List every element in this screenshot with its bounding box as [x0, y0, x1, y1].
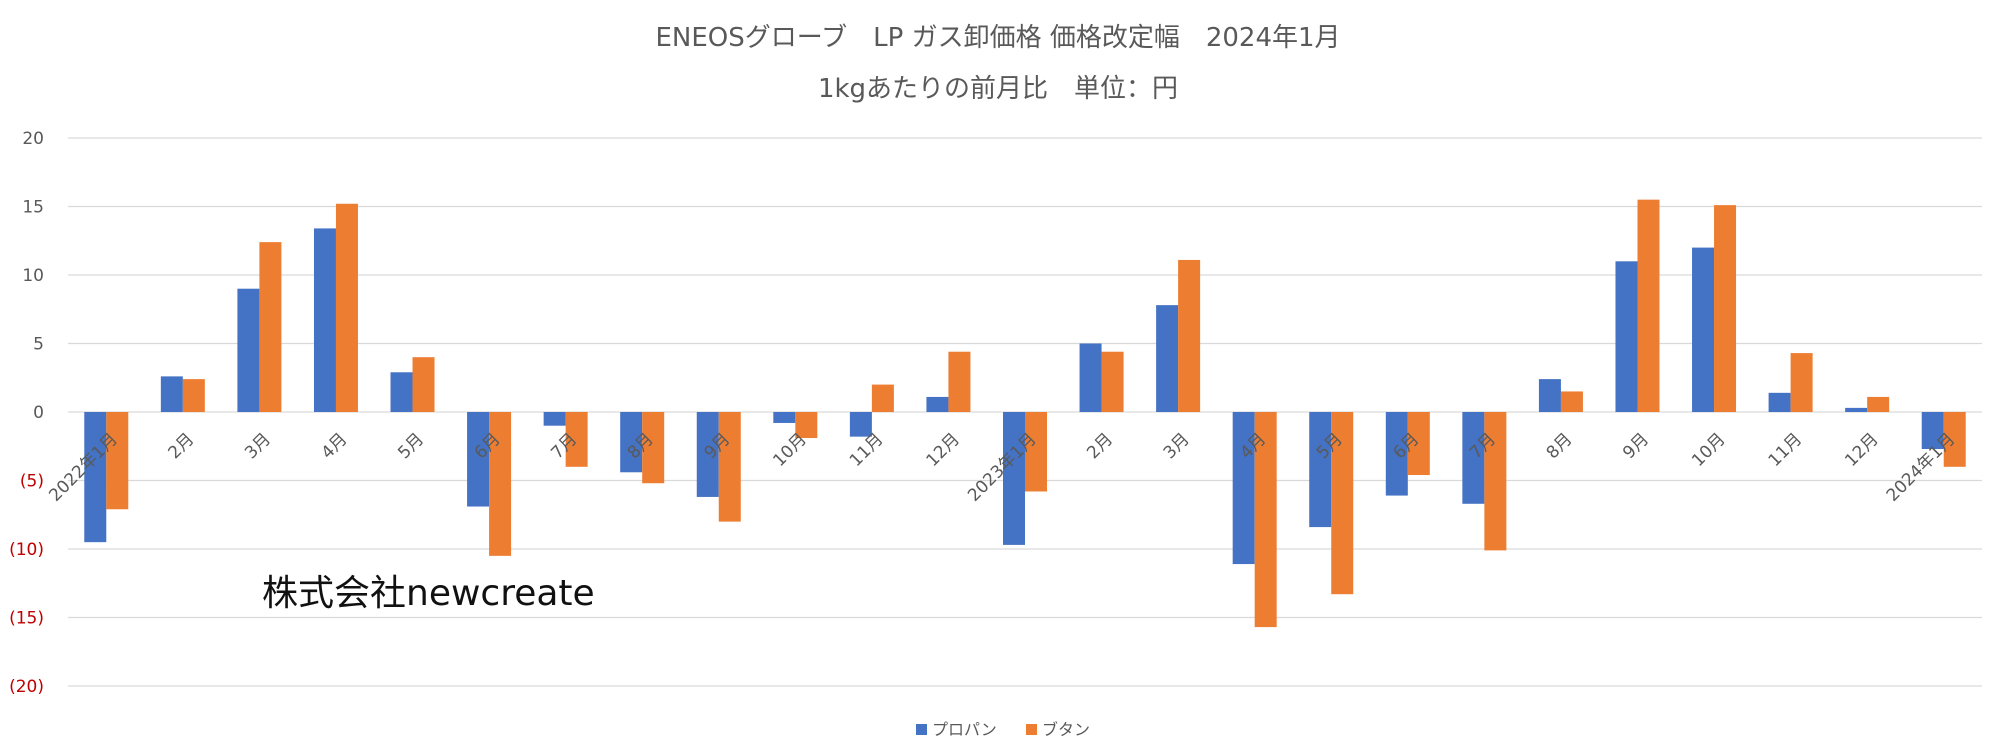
bar-butane [1560, 391, 1583, 412]
x-tick-label: 2月 [165, 429, 199, 463]
bar-butane [1025, 412, 1047, 492]
y-axis-ticks: 20 15 10 5 0 (5) (10) (15) (20) [9, 129, 44, 697]
bar-butane [106, 412, 129, 510]
bar-propane [390, 372, 413, 412]
x-tick-label: 2月 [1083, 429, 1117, 463]
bar-butane [1943, 412, 1966, 467]
bar-propane [313, 228, 336, 412]
bar-butane [1178, 259, 1201, 412]
bar-butane [1331, 412, 1354, 595]
bar-butane [1867, 396, 1890, 412]
x-tick-label: 3月 [241, 429, 275, 463]
bar-butane [1714, 205, 1737, 412]
bar-propane [84, 412, 107, 543]
bar-propane [696, 412, 719, 497]
bar-propane [849, 412, 872, 437]
x-tick-label: 4月 [318, 429, 352, 463]
bar-butane [1407, 412, 1430, 476]
y-tick-label: 0 [33, 403, 44, 423]
x-tick-label: 12月 [1841, 429, 1882, 470]
chart-title: ENEOSグローブ LP ガス卸価格 価格改定幅 2024年1月 [655, 23, 1340, 53]
bar-propane [1845, 407, 1868, 412]
bar-propane [1538, 379, 1561, 412]
bar-butane [412, 357, 435, 412]
legend-swatch [1026, 724, 1037, 735]
y-tick-label: 20 [22, 129, 44, 149]
bar-propane [620, 412, 643, 473]
bar-propane [467, 412, 490, 507]
bar-butane [489, 412, 512, 556]
bar-butane [718, 412, 741, 522]
bar-butane [335, 203, 358, 412]
y-tick-label: (5) [20, 472, 44, 492]
bar-propane [1615, 261, 1638, 412]
x-tick-label: 3月 [1160, 429, 1194, 463]
bar-propane [1309, 412, 1332, 528]
bar-propane [773, 412, 796, 423]
bar-propane [1768, 392, 1791, 412]
bar-propane [543, 412, 566, 426]
legend-label: プロパン [932, 720, 997, 739]
bar-propane [1156, 305, 1179, 412]
x-axis-ticks: 2022年1月 2月 3月 4月 5月 6月 7月 8月 9月 10月 11月 12月 2023年1月 2… [45, 429, 1959, 505]
bar-butane [1484, 412, 1507, 551]
x-tick-label: 5月 [394, 429, 428, 463]
bar-butane [948, 351, 971, 412]
bar-propane [1385, 412, 1408, 496]
bar-butane [1637, 199, 1660, 412]
bar-propane [1079, 343, 1102, 412]
x-tick-label: 12月 [923, 429, 964, 470]
bar-butane [1790, 353, 1813, 412]
bar-butane [259, 242, 282, 412]
y-tick-label: (15) [9, 609, 44, 629]
x-tick-label: 9月 [1619, 429, 1653, 463]
bar-butane [642, 412, 665, 484]
bar-butane [182, 379, 205, 412]
bar-propane [1692, 247, 1715, 412]
bar-butane [565, 412, 588, 467]
x-tick-label: 11月 [1765, 429, 1806, 470]
company-watermark: 株式会社newcreate [262, 573, 595, 614]
y-tick-label: 15 [22, 198, 44, 218]
bars [84, 199, 1966, 628]
y-tick-label: 5 [33, 335, 44, 355]
bar-propane [1232, 412, 1255, 565]
bar-butane [1101, 351, 1124, 412]
bar-butane [795, 412, 818, 439]
y-tick-label: 10 [22, 266, 44, 286]
bar-butane [871, 384, 894, 412]
bar-butane [1254, 412, 1277, 628]
bar-propane [1462, 412, 1485, 504]
bar-propane [160, 376, 183, 412]
bar-propane [926, 396, 949, 412]
legend: プロパン ブタン [916, 720, 1090, 739]
y-tick-label: (20) [9, 677, 44, 697]
bar-propane [1003, 412, 1025, 545]
bar-propane [1921, 412, 1944, 449]
x-tick-label: 8月 [1543, 429, 1577, 463]
chart-subtitle: 1kgあたりの前月比 単位：円 [818, 74, 1178, 104]
y-tick-label: (10) [9, 540, 44, 560]
x-tick-label: 2024年1月 [1883, 429, 1959, 505]
legend-label: ブタン [1042, 720, 1090, 739]
bar-propane [237, 288, 260, 412]
x-tick-label: 10月 [1688, 429, 1729, 470]
legend-swatch [916, 724, 927, 735]
